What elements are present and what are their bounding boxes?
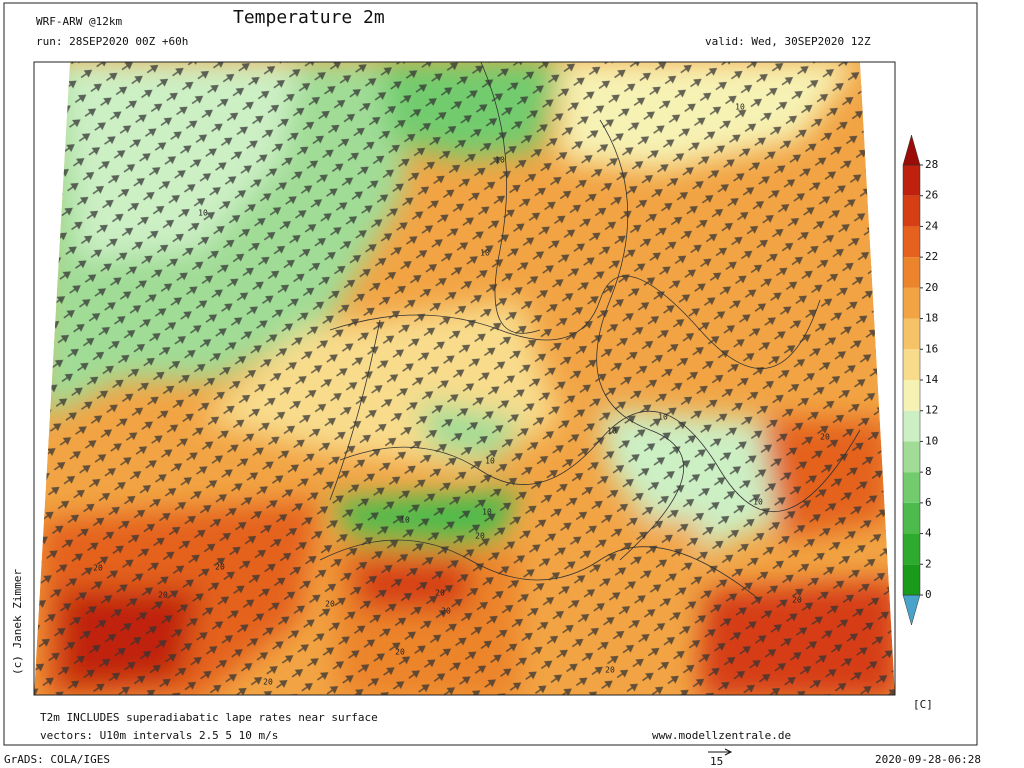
contour-label: 10 [480, 249, 490, 258]
colorbar-bin [903, 349, 920, 380]
colorbar-bin [903, 226, 920, 258]
map [34, 62, 895, 695]
contour-label: 20 [263, 678, 273, 687]
title: Temperature 2m [233, 7, 385, 28]
colorbar-bin [903, 564, 920, 595]
map-mask-right [860, 62, 895, 695]
contour-label: 10 [495, 156, 505, 165]
contour-label: 10 [607, 427, 617, 436]
colorbar-tick-label: 28 [925, 158, 938, 171]
colorbar-bin [903, 195, 920, 227]
contour-label: 20 [395, 648, 405, 657]
colorbar-bin [903, 257, 920, 288]
vectors-note: vectors: U10m intervals 2.5 5 10 m/s [40, 729, 278, 742]
colorbar-bin [903, 318, 920, 350]
map-border [33, 61, 896, 696]
reference-arrow [708, 748, 733, 756]
contour-label: 10 [658, 413, 668, 422]
colorbar-tick-label: 22 [925, 250, 938, 263]
colorbar-low [902, 594, 921, 626]
contour-label: 10 [485, 457, 495, 466]
contour-label: 20 [93, 564, 103, 573]
colorbar-tick-label: 24 [925, 219, 939, 232]
contour-label: 20 [435, 589, 445, 598]
contour-label: 20 [475, 532, 485, 541]
colorbar-bin [903, 502, 920, 534]
frame [3, 2, 978, 746]
colorbar-tick-label: 20 [925, 281, 938, 294]
contour-label: 20 [441, 607, 451, 616]
colorbar-bin [903, 472, 920, 503]
colorbar-bin [903, 410, 920, 442]
colorbar-tick-label: 8 [925, 465, 932, 478]
contour-label: 10 [198, 209, 208, 218]
contour-label: 20 [605, 666, 615, 675]
footnote: T2m INCLUDES superadiabatic lape rates n… [40, 711, 378, 724]
colorbar-tick-label: 10 [925, 434, 938, 447]
contour-label: 20 [325, 600, 335, 609]
valid-label: valid: Wed, 30SEP2020 12Z [705, 35, 871, 48]
colorbar-bin [903, 165, 920, 196]
reference-vector: 15 [710, 755, 723, 768]
run-label: run: 28SEP2020 00Z +60h [36, 35, 188, 48]
contour-label: 10 [482, 508, 492, 517]
colorbar-tick-label: 6 [925, 496, 932, 509]
contour-label: 20 [215, 563, 225, 572]
timestamp: 2020-09-28-06:28 [875, 753, 981, 766]
colorbar-tick-label: 18 [925, 312, 938, 325]
map-mask-left [34, 62, 70, 695]
colorbar-tick-label: 2 [925, 557, 932, 570]
borders [319, 62, 861, 601]
colorbar-tick-label: 12 [925, 404, 938, 417]
colorbar-bin [903, 533, 920, 565]
colorbar-tick-label: 16 [925, 342, 938, 355]
colorbar-tick-label: 26 [925, 189, 938, 202]
colorbar-high [902, 134, 921, 166]
model-label: WRF-ARW @12km [36, 15, 122, 28]
wind-vectors [34, 62, 895, 695]
colorbar-bin [903, 380, 920, 411]
colorbar-tick-label: 0 [925, 588, 932, 601]
contour-label: 10 [735, 103, 745, 112]
contour-label: 20 [820, 433, 830, 442]
software: GrADS: COLA/IGES [4, 753, 110, 766]
contour-label: 10 [400, 516, 410, 525]
colorbar-tick-label: 4 [925, 527, 932, 540]
credit: (c) Janek Zimmer [11, 569, 24, 675]
website: www.modellzentrale.de [652, 729, 791, 742]
colorbar-bin [903, 287, 920, 319]
colorbar-bin [903, 441, 920, 473]
contour-label: 10 [753, 498, 763, 507]
contour-label: 20 [792, 596, 802, 605]
colorbar-tick-label: 14 [925, 373, 939, 386]
unit-label: [C] [913, 698, 933, 711]
contour-labels: 10 10 10 10 10 10 10 10 10 10 20 20 20 20 20 20 20 20 20 20… [93, 103, 830, 687]
contour-label: 20 [158, 591, 168, 600]
